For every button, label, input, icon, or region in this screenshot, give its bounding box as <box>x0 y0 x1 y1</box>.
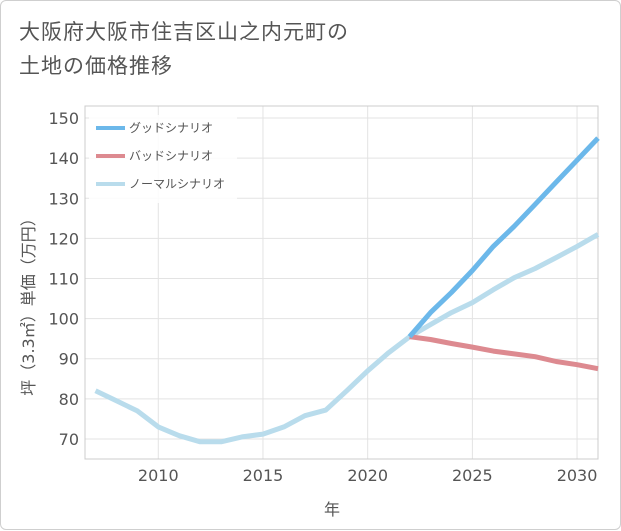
x-tick-label: 2010 <box>138 466 179 485</box>
chart-grid <box>85 106 598 459</box>
x-axis-label: 年 <box>324 500 340 519</box>
y-tick-label: 100 <box>48 310 79 329</box>
y-tick-label: 70 <box>59 430 79 449</box>
chart-title-line-2: 土地の価格推移 <box>19 54 173 78</box>
axis-ticks: 70 80 90 100 110 120 130 140 150 2010 2015 2020 2025… <box>48 109 597 485</box>
legend-label-good: グッドシナリオ <box>129 121 213 135</box>
x-tick-label: 2030 <box>557 466 598 485</box>
series-layer <box>94 136 600 445</box>
legend-label-normal: ノーマルシナリオ <box>129 177 225 191</box>
y-tick-label: 90 <box>59 350 79 369</box>
y-tick-label: 120 <box>48 229 79 248</box>
x-tick-label: 2025 <box>452 466 493 485</box>
y-tick-label: 80 <box>59 390 79 409</box>
chart-title-line-1: 大阪府大阪市住吉区山之内元町の <box>19 20 349 44</box>
y-tick-label: 140 <box>48 149 79 168</box>
legend: グッドシナリオ バッドシナリオ ノーマルシナリオ <box>89 115 237 203</box>
chart-title: 大阪府大阪市住吉区山之内元町の 土地の価格推移 <box>19 15 349 83</box>
series-line-normal <box>94 232 600 445</box>
y-tick-label: 150 <box>48 109 79 128</box>
y-axis-label: 坪（3.3㎡）単価（万円） <box>19 210 38 395</box>
x-tick-label: 2015 <box>243 466 284 485</box>
y-tick-label: 110 <box>48 269 79 288</box>
x-tick-label: 2020 <box>347 466 388 485</box>
series-line-good <box>407 136 600 339</box>
y-tick-label: 130 <box>48 189 79 208</box>
series-line-bad <box>409 334 599 372</box>
legend-label-bad: バッドシナリオ <box>129 149 213 163</box>
plot-area-border <box>84 105 599 460</box>
